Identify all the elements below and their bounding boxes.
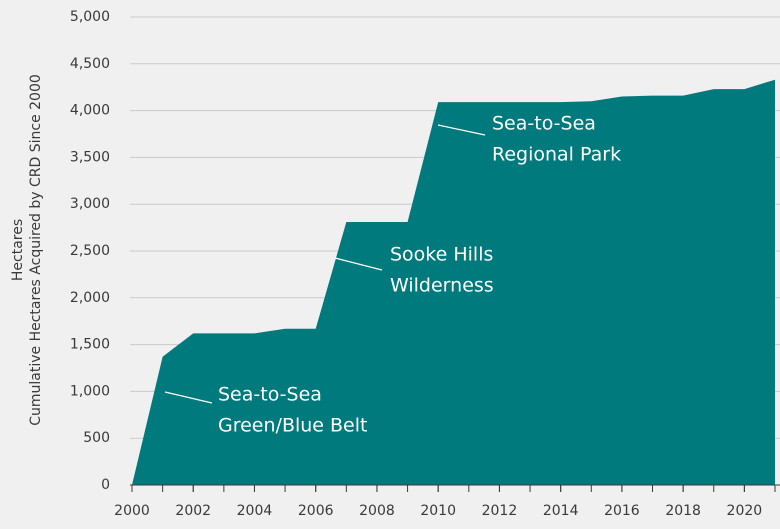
annotation: Sooke Hills bbox=[390, 244, 493, 266]
x-tick-label: 2000 bbox=[114, 503, 150, 519]
x-tick-label: 2002 bbox=[175, 503, 211, 519]
annotation-leader bbox=[437, 124, 486, 136]
x-tick-label: 2014 bbox=[543, 503, 579, 519]
y-tick-label: 5,000 bbox=[70, 9, 110, 25]
annotation: Sea-to-Sea bbox=[218, 384, 322, 406]
x-tick-label: 2012 bbox=[482, 503, 518, 519]
y-tick-label: 4,500 bbox=[70, 56, 110, 72]
area bbox=[132, 79, 775, 485]
y-tick-label: 2,000 bbox=[70, 290, 110, 306]
annotation: Wilderness bbox=[390, 275, 494, 297]
y-tick-label: 3,500 bbox=[70, 149, 110, 165]
x-tick-label: 2016 bbox=[604, 503, 640, 519]
annotation-leader bbox=[164, 391, 213, 404]
y-tick-label: 4,000 bbox=[70, 103, 110, 119]
y-axis-label: Hectares bbox=[10, 219, 26, 281]
y-tick-label: 500 bbox=[83, 430, 110, 446]
x-tick-label: 2010 bbox=[420, 503, 456, 519]
x-tick-label: 2006 bbox=[298, 503, 334, 519]
annotation-leader bbox=[334, 257, 383, 271]
x-tick-label: 2020 bbox=[727, 503, 763, 519]
y-tick-label: 1,000 bbox=[70, 383, 110, 399]
x-tick-label: 2018 bbox=[665, 503, 701, 519]
annotation: Green/Blue Belt bbox=[218, 415, 367, 437]
y-axis-label: Cumulative Hectares Acquired by CRD Sinc… bbox=[28, 74, 44, 426]
y-tick-label: 0 bbox=[101, 477, 110, 493]
x-tick-label: 2008 bbox=[359, 503, 395, 519]
annotation: Regional Park bbox=[492, 144, 621, 166]
y-tick-label: 3,000 bbox=[70, 196, 110, 212]
y-tick-label: 2,500 bbox=[70, 243, 110, 259]
y-tick-label: 1,500 bbox=[70, 337, 110, 353]
annotation: Sea-to-Sea bbox=[492, 113, 596, 135]
x-tick-label: 2004 bbox=[237, 503, 273, 519]
